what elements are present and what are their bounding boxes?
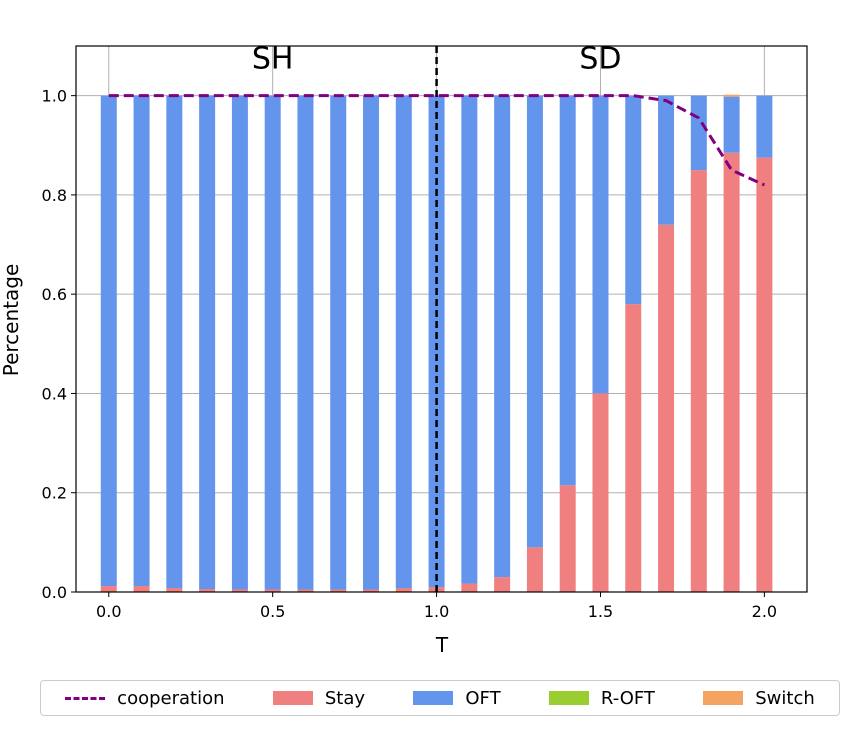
bar-oft-14	[559, 95, 576, 486]
bar-oft-3	[199, 95, 216, 590]
bar-stay-11	[461, 583, 478, 592]
bar-oft-19	[723, 96, 740, 153]
bar-stay-6	[297, 589, 314, 592]
legend-label-r-oft: R-OFT	[600, 687, 655, 709]
bar-oft-5	[264, 95, 281, 590]
axes: 0.0 0.2 0.4 0.6 0.8 1.0 0.0 0.5 1.0 1.5 2.0	[42, 45, 808, 621]
y-axis-label: Percentage	[0, 264, 23, 377]
x-tick-label-1: 0.5	[260, 602, 285, 621]
x-tick-label-4: 2.0	[752, 602, 777, 621]
bar-oft-6	[297, 95, 314, 590]
bar-oft-17	[658, 95, 675, 225]
region-labels: SH SD	[252, 42, 622, 77]
legend-label-switch: Switch	[755, 687, 815, 709]
region-label-sh: SH	[252, 42, 294, 77]
x-tick-label-0: 0.0	[96, 602, 121, 621]
bar-oft-4	[231, 95, 248, 590]
legend-item-switch: Switch	[703, 688, 815, 709]
bar-oft-11	[461, 95, 478, 584]
bar-stay-5	[264, 589, 281, 592]
bar-oft-15	[592, 95, 609, 394]
y-tick-label-1: 0.2	[42, 484, 67, 503]
bar-stay-14	[559, 485, 576, 592]
bar-oft-9	[395, 95, 412, 589]
region-label-sd: SD	[579, 42, 621, 77]
y-tick-label-3: 0.6	[42, 285, 67, 304]
bar-stay-15	[592, 393, 609, 592]
legend-item-oft: OFT	[413, 687, 501, 709]
legend-swatch-stay	[272, 691, 313, 705]
legend-item-cooperation: cooperation	[65, 687, 225, 709]
bar-stay-19	[723, 152, 740, 592]
bar-oft-0	[100, 95, 117, 587]
legend-item-stay: Stay	[272, 687, 366, 709]
bar-stay-1	[133, 586, 150, 592]
x-axis-label: T	[435, 633, 449, 657]
bar-stay-17	[658, 224, 675, 592]
legend-swatch-switch	[703, 691, 744, 705]
x-tick-label-3: 1.5	[588, 602, 613, 621]
bar-oft-16	[625, 95, 642, 305]
bar-stay-18	[690, 170, 707, 592]
y-tick-label-4: 0.8	[42, 186, 67, 205]
bar-oft-7	[330, 95, 347, 590]
y-tick-label-2: 0.4	[42, 384, 67, 403]
legend-swatch-r-oft	[548, 691, 589, 705]
bar-stay-3	[199, 589, 216, 592]
bar-stay-20	[756, 157, 773, 592]
bar-stay-4	[231, 589, 248, 592]
bar-oft-2	[166, 95, 183, 589]
bar-stay-8	[363, 589, 380, 592]
bar-oft-1	[133, 95, 150, 587]
bar-switch-19	[723, 94, 740, 97]
legend-item-r-oft: R-OFT	[548, 687, 655, 709]
bar-stay-13	[526, 547, 543, 592]
cooperation-line	[108, 94, 766, 187]
bar-stay-7	[330, 589, 347, 592]
bar-oft-13	[526, 95, 543, 548]
plot-frame	[75, 45, 808, 593]
bar-stay-2	[166, 588, 183, 592]
legend-label-cooperation: cooperation	[117, 687, 225, 709]
bar-stay-9	[395, 588, 412, 592]
legend-swatch-oft	[413, 691, 454, 705]
bar-stacks	[100, 94, 773, 592]
cooperation-line-layer	[108, 94, 766, 187]
bar-stay-12	[494, 577, 511, 592]
bar-oft-20	[756, 95, 773, 158]
legend: cooperation Stay OFT R-OFT Switch	[40, 680, 840, 716]
bar-oft-12	[494, 95, 511, 578]
legend-label-stay: Stay	[324, 687, 366, 709]
bar-stay-16	[625, 304, 642, 592]
y-tick-label-5: 1.0	[42, 87, 67, 106]
bar-oft-8	[363, 95, 380, 590]
legend-swatch-cooperation	[65, 696, 106, 700]
legend-label-oft: OFT	[465, 687, 501, 709]
bar-stay-0	[100, 586, 117, 592]
bar-oft-10	[428, 95, 445, 588]
chart: 0.0 0.2 0.4 0.6 0.8 1.0 0.0 0.5 1.0 1.5 2.0 SH SD T…	[0, 42, 808, 657]
y-tick-label-0: 0.0	[42, 583, 67, 602]
x-tick-label-2: 1.0	[424, 602, 449, 621]
bar-oft-18	[690, 95, 707, 171]
